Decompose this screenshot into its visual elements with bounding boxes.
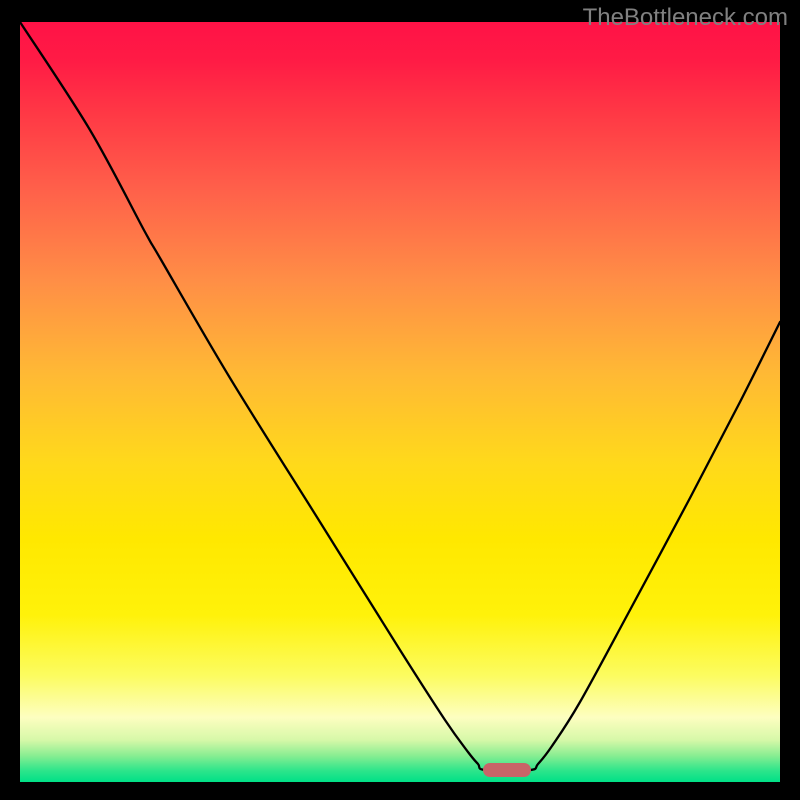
sweet-spot-marker — [483, 763, 531, 777]
gradient-background — [20, 22, 780, 782]
watermark-text: TheBottleneck.com — [583, 4, 788, 32]
